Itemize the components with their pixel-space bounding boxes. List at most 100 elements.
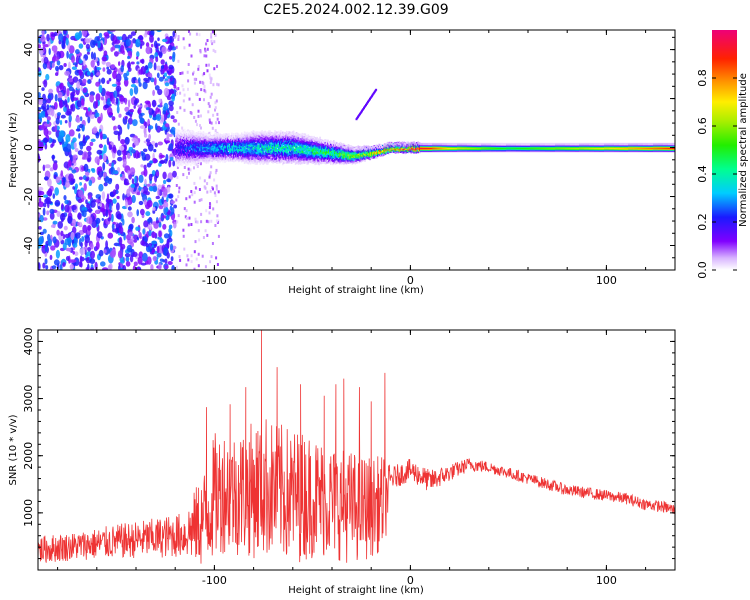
- heatmap-sparse-cell: [179, 72, 182, 75]
- heatmap-noise-cell: [136, 51, 140, 58]
- heatmap-noise-cell: [164, 63, 168, 72]
- heatmap-noise-cell: [125, 111, 131, 116]
- heatmap-sparse-cell: [175, 184, 178, 187]
- heatmap-sparse-cell: [175, 265, 178, 269]
- heatmap-noise-cell: [111, 223, 115, 230]
- heatmap-noise-cell: [87, 225, 92, 231]
- heatmap-noise-cell: [71, 55, 75, 63]
- heatmap-sparse-cell: [183, 108, 186, 112]
- heatmap-sparse-cell: [205, 219, 208, 223]
- heatmap-sparse-cell: [188, 195, 191, 199]
- heatmap-sparse-cell: [214, 224, 217, 227]
- heatmap-sparse-cell: [209, 202, 211, 206]
- heatmap-signal-cell: [197, 131, 200, 134]
- heatmap-noise-cell: [108, 144, 113, 151]
- heatmap-noise-cell: [100, 96, 105, 101]
- heatmap-noise-cell: [142, 186, 149, 194]
- heatmap-noise-cell: [119, 95, 125, 102]
- heatmap-sparse-cell: [208, 118, 211, 122]
- heatmap-sparse-cell: [208, 104, 211, 108]
- heatmap-noise-cell: [55, 249, 61, 259]
- heatmap-noise-cell: [112, 198, 117, 204]
- heatmap-noise-cell: [61, 138, 65, 145]
- heatmap-sparse-cell: [194, 220, 197, 224]
- heatmap-noise-cell: [158, 205, 164, 210]
- heatmap-noise-cell: [110, 64, 116, 69]
- heatmap-noise-cell: [156, 65, 162, 71]
- heatmap-sparse-cell: [187, 223, 190, 227]
- heatmap-noise-cell: [74, 183, 78, 190]
- heatmap-noise-cell: [47, 178, 52, 187]
- heatmap-noise-cell: [168, 133, 173, 137]
- heatmap-sparse-cell: [183, 46, 186, 50]
- heatmap-sparse-cell: [210, 219, 213, 223]
- heatmap-noise-cell: [164, 140, 171, 144]
- heatmap-sparse-cell: [188, 30, 190, 33]
- heatmap-noise-cell: [38, 67, 41, 72]
- heatmap-noise-cell: [72, 62, 78, 66]
- heatmap-noise-cell: [68, 248, 72, 252]
- heatmap-noise-cell: [154, 142, 158, 148]
- heatmap-sparse-cell: [187, 79, 190, 83]
- heatmap-noise-cell: [107, 264, 112, 270]
- heatmap-noise-cell: [95, 241, 100, 250]
- heatmap-sparse-cell: [196, 123, 198, 127]
- heatmap-sparse-cell: [212, 113, 215, 117]
- heatmap-noise-cell: [107, 217, 112, 222]
- heatmap-noise-cell: [79, 255, 83, 263]
- heatmap-noise-cell: [158, 98, 162, 104]
- heatmap-noise-cell: [133, 99, 138, 106]
- heatmap-noise-cell: [122, 218, 125, 226]
- heatmap-noise-cell: [89, 243, 94, 250]
- heatmap-noise-cell: [159, 238, 164, 244]
- heatmap-sparse-cell: [193, 181, 196, 185]
- heatmap-noise-cell: [138, 77, 141, 84]
- heatmap-noise-cell: [172, 170, 177, 178]
- heatmap-noise-cell: [149, 222, 152, 230]
- heatmap-signal-cell: [240, 132, 243, 135]
- heatmap-noise-cell: [158, 221, 162, 228]
- heatmap-noise-cell: [74, 251, 79, 256]
- heatmap-noise-cell: [129, 167, 136, 176]
- heatmap-noise-cell: [159, 160, 165, 164]
- heatmap-noise-cell: [91, 168, 96, 173]
- heatmap-noise-cell: [130, 31, 137, 36]
- heatmap-noise-cell: [168, 224, 173, 230]
- heatmap-noise-cell: [90, 39, 96, 48]
- heatmap-noise-cell: [84, 171, 90, 176]
- heatmap-noise-cell: [148, 143, 154, 152]
- heatmap-noise-cell: [127, 99, 131, 108]
- heatmap-noise-cell: [76, 80, 81, 90]
- heatmap-noise-cell: [111, 116, 116, 121]
- heatmap-noise-cell: [129, 113, 133, 118]
- heatmap-noise-cell: [43, 56, 49, 64]
- heatmap-signal-cell: [179, 160, 181, 163]
- heatmap-noise-cell: [72, 137, 77, 143]
- heatmap-noise-cell: [82, 87, 88, 93]
- heatmap-noise-cell: [89, 258, 96, 265]
- heatmap-noise-cell: [164, 82, 170, 87]
- heatmap-noise-cell: [124, 116, 128, 120]
- heatmap-noise-cell: [80, 85, 83, 92]
- heatmap-sparse-cell: [185, 209, 188, 213]
- heatmap-noise-cell: [38, 226, 42, 230]
- heatmap-sparse-cell: [204, 265, 207, 269]
- heatmap-noise-cell: [72, 250, 75, 255]
- heatmap-noise-cell: [116, 105, 120, 114]
- heatmap-noise-cell: [49, 167, 54, 172]
- heatmap-noise-cell: [140, 240, 145, 246]
- heatmap-sparse-cell: [210, 165, 213, 169]
- heatmap-sparse-cell: [217, 83, 220, 87]
- heatmap-noise-cell: [134, 175, 137, 184]
- heatmap-noise-cell: [132, 119, 138, 127]
- heatmap-sparse-cell: [209, 171, 212, 175]
- heatmap-noise-cell: [79, 123, 83, 129]
- heatmap-sparse-cell: [193, 250, 196, 254]
- heatmap-noise-cell: [83, 58, 86, 67]
- heatmap-sparse-cell: [176, 111, 179, 114]
- heatmap-noise-cell: [68, 61, 71, 70]
- heatmap-sparse-cell: [208, 206, 211, 209]
- heatmap-sparse-cell: [203, 54, 206, 58]
- heatmap-noise-cell: [131, 178, 135, 185]
- heatmap-noise-cell: [85, 267, 90, 270]
